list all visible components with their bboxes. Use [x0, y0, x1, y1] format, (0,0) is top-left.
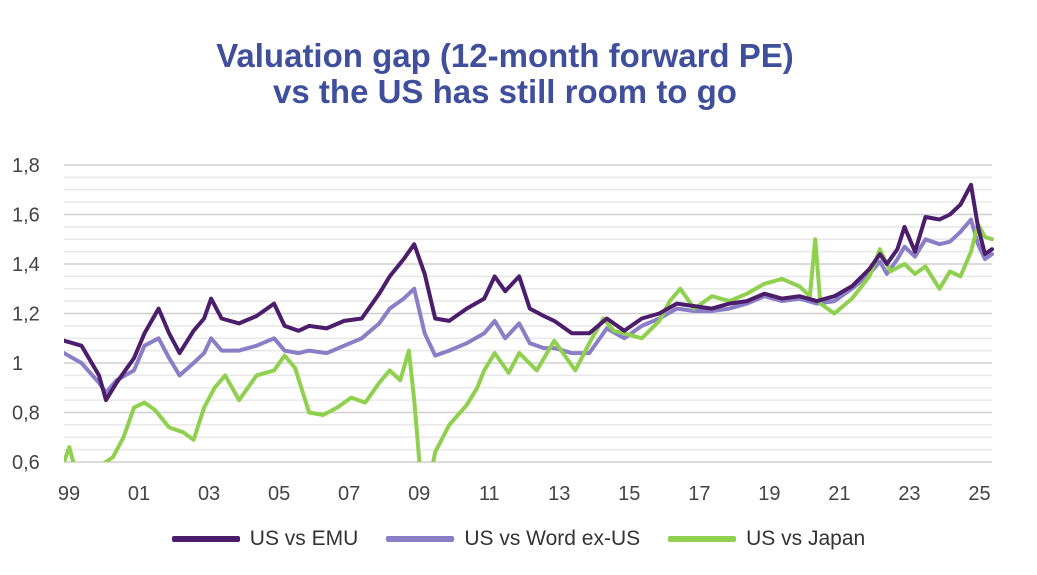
x-tick-label: 99	[58, 483, 80, 505]
legend-swatch-us-vs-world	[386, 536, 455, 542]
gridlines	[64, 164, 992, 463]
x-tick-label: 09	[408, 483, 430, 505]
x-tick-label: 17	[688, 483, 710, 505]
x-tick-label: 21	[828, 483, 850, 505]
y-tick-label: 1	[12, 353, 23, 375]
series-line-us-vs-emu	[64, 182, 994, 403]
chart-title-line-1: Valuation gap (12-month forward PE)	[216, 37, 794, 74]
y-tick-label: 1,2	[12, 304, 40, 326]
x-tick-label: 07	[338, 483, 360, 505]
legend-label-us-vs-world: US vs Word ex-US	[464, 527, 641, 550]
series-line-us-vs-japan	[64, 222, 994, 462]
legend-item-us-vs-world: US vs Word ex-US	[386, 527, 640, 551]
x-tick-label: 15	[618, 483, 640, 505]
y-tick-label: 1,8	[12, 155, 40, 177]
series-lines	[64, 182, 994, 462]
chart-title: Valuation gap (12-month forward PE) vs t…	[0, 38, 1010, 110]
x-tick-label: 03	[198, 483, 220, 505]
legend-item-us-vs-emu: US vs EMU	[171, 527, 359, 551]
x-axis-labels: 99 01 03 05 07 09 11 13 15 17 19 21 23 25	[58, 483, 991, 505]
y-tick-label: 0,8	[12, 403, 40, 425]
x-tick-label: 01	[128, 483, 150, 505]
legend-label-us-vs-emu: US vs EMU	[249, 527, 359, 550]
x-tick-label: 25	[968, 483, 990, 505]
y-tick-label: 0,6	[12, 452, 40, 474]
x-tick-label: 13	[548, 483, 570, 505]
legend-swatch-us-vs-japan	[668, 536, 737, 542]
x-tick-label: 23	[898, 483, 920, 505]
legend-label-us-vs-japan: US vs Japan	[746, 527, 866, 550]
x-tick-label: 05	[268, 483, 290, 505]
y-tick-label: 1,6	[12, 205, 40, 227]
legend-swatch-us-vs-emu	[171, 536, 240, 542]
y-tick-label: 1,4	[12, 254, 40, 276]
y-axis-labels: 0,6 0,8 1 1,2 1,4 1,6 1,8	[12, 155, 40, 474]
series-line-us-vs-word-ex-us	[64, 217, 994, 395]
legend: US vs EMU US vs Word ex-US US vs Japan	[0, 527, 1037, 551]
legend-item-us-vs-japan: US vs Japan	[668, 527, 865, 551]
x-tick-label: 11	[479, 483, 500, 505]
chart-title-line-2: vs the US has still room to go	[273, 73, 737, 110]
x-tick-label: 19	[758, 483, 780, 505]
